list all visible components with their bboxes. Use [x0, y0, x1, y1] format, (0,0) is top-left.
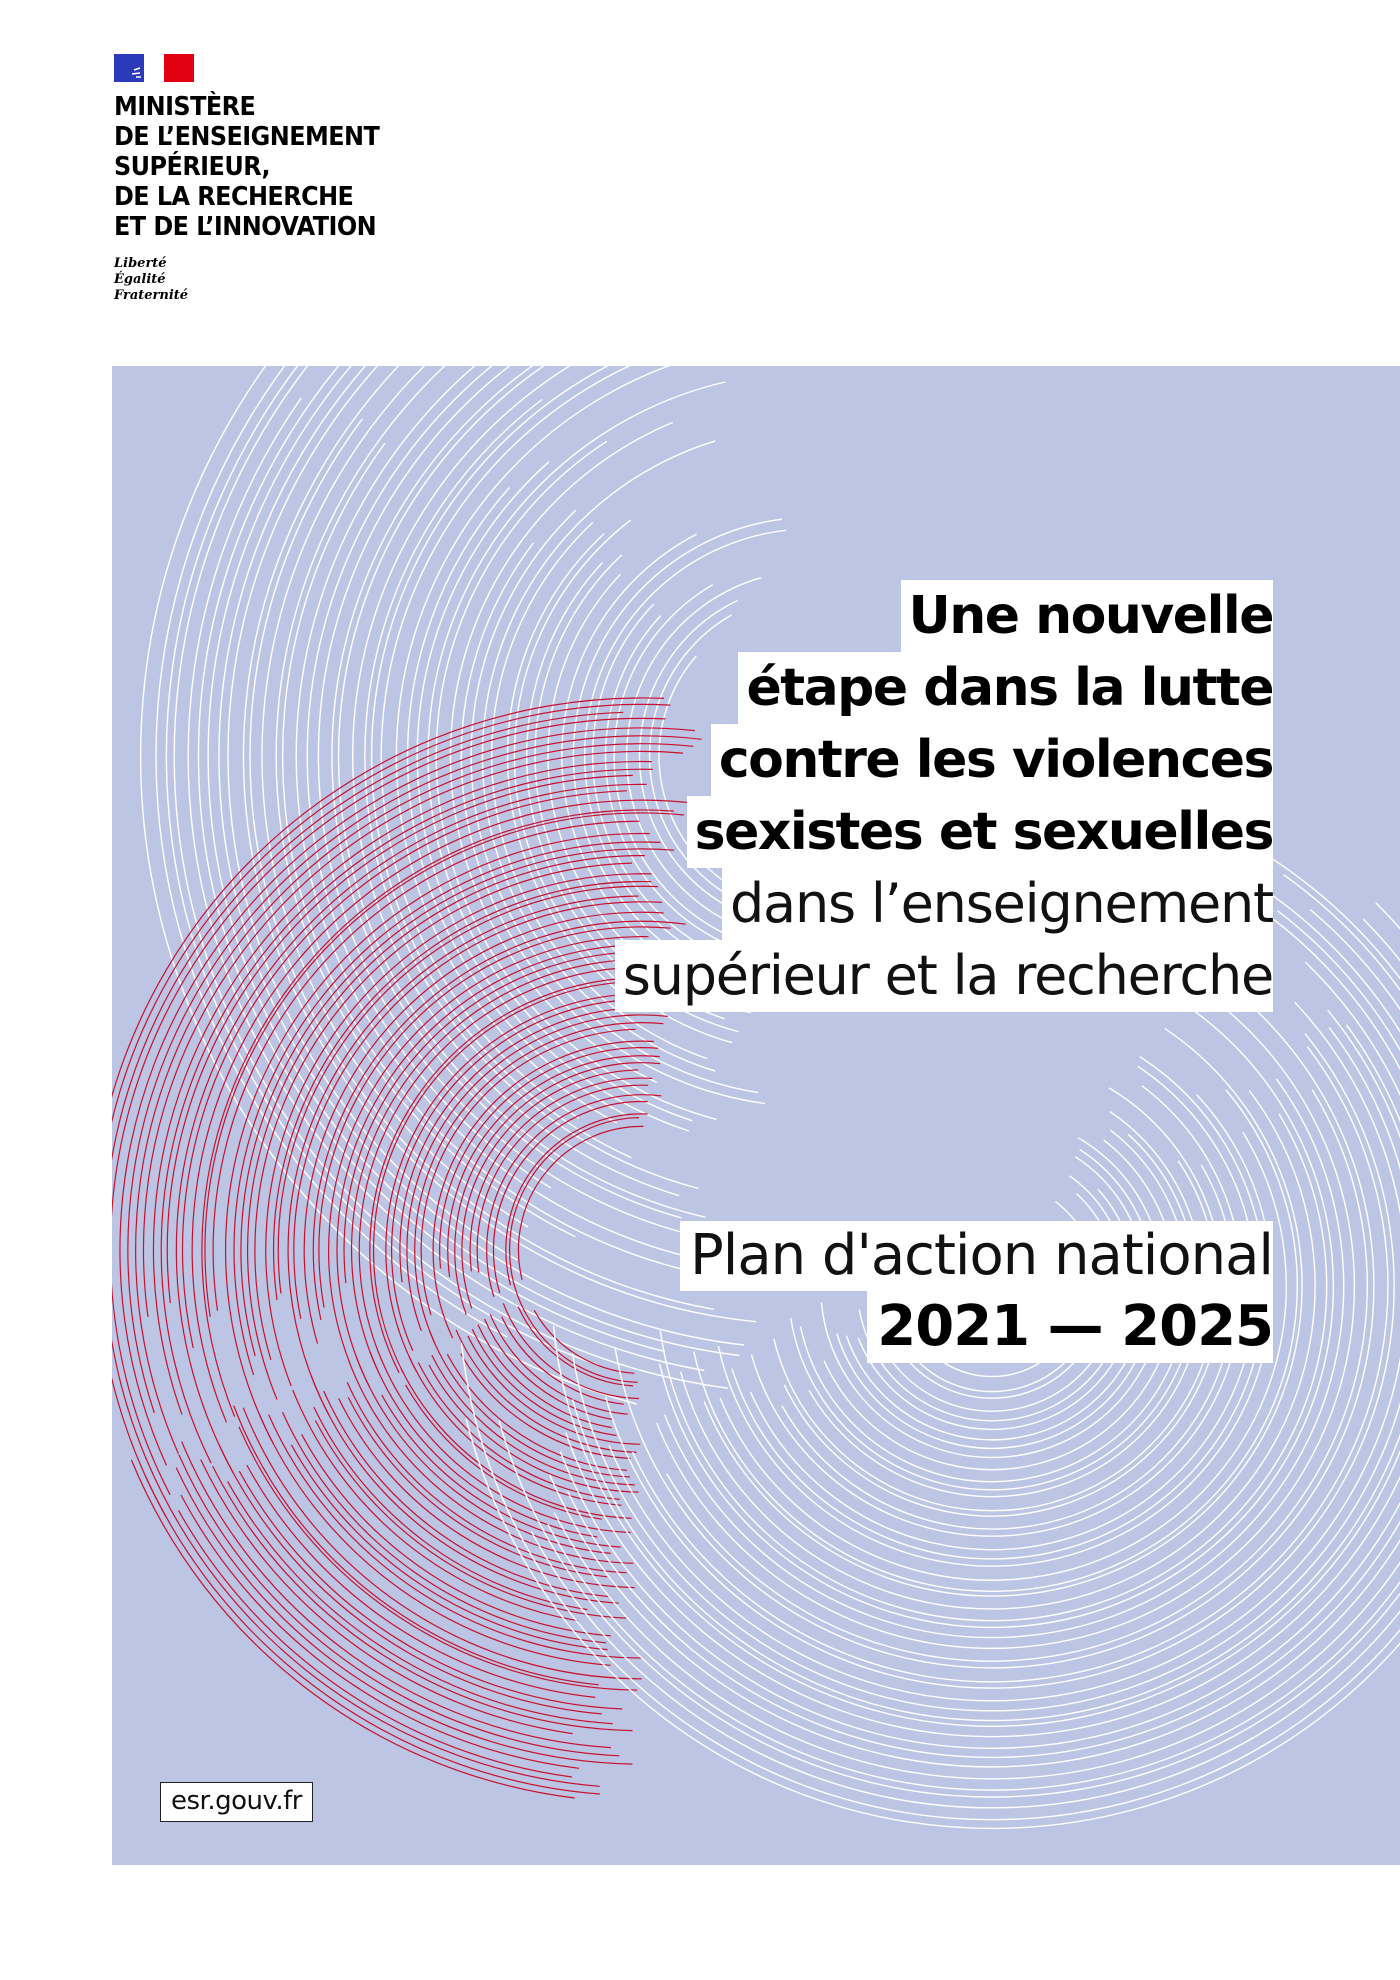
plan-label: Plan d'action national	[679, 1221, 1274, 1291]
plan-title: Plan d'action national 2021 — 2025	[679, 1221, 1274, 1363]
plan-years: 2021 — 2025	[867, 1291, 1274, 1363]
republic-motto: Liberté Égalité Fraternité	[114, 256, 188, 304]
ministry-line: SUPÉRIEUR,	[114, 152, 271, 182]
cover-panel: Une nouvelle étape dans la lutte contre …	[112, 366, 1400, 1865]
ministry-line: ET DE L’INNOVATION	[114, 212, 377, 242]
motto-line: Fraternité	[114, 288, 189, 303]
ministry-line: MINISTÈRE	[114, 92, 256, 122]
website-link[interactable]: esr.gouv.fr	[160, 1782, 313, 1822]
title-line: contre les violences	[710, 724, 1275, 796]
subtitle-line: dans l’enseignement	[721, 868, 1274, 940]
subtitle-line: supérieur et la recherche	[614, 940, 1274, 1012]
ministry-name: MINISTÈRE DE L’ENSEIGNEMENT SUPÉRIEUR, D…	[114, 92, 402, 242]
title-line: étape dans la lutte	[738, 652, 1274, 724]
ministry-line: DE LA RECHERCHE	[114, 182, 354, 212]
motto-line: Égalité	[114, 272, 166, 287]
cover-title: Une nouvelle étape dans la lutte contre …	[614, 580, 1275, 1012]
title-line: sexistes et sexuelles	[686, 796, 1275, 868]
title-line: Une nouvelle	[900, 580, 1275, 652]
ministry-line: DE L’ENSEIGNEMENT	[114, 122, 380, 152]
marianne-flag-icon	[114, 54, 194, 82]
motto-line: Liberté	[114, 256, 167, 271]
concentric-arcs-illustration	[112, 366, 1400, 1830]
